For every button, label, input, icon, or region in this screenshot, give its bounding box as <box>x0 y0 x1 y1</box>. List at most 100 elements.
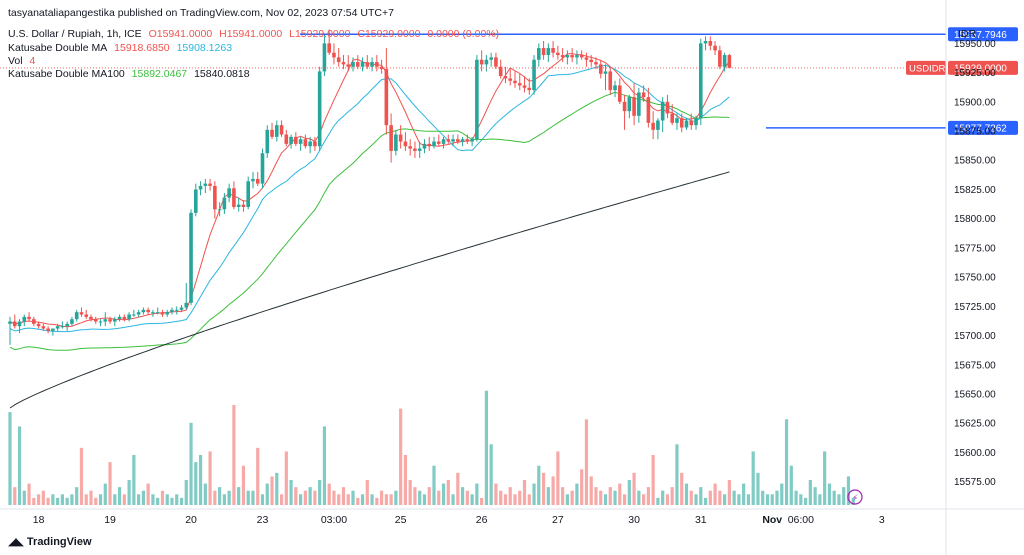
volume-bar <box>637 490 641 505</box>
candle-body <box>132 314 136 316</box>
volume-bar <box>413 487 417 505</box>
volume-bar <box>475 483 479 505</box>
y-tick-label: 15725.00 <box>954 302 996 313</box>
volume-bar <box>718 490 722 505</box>
candle-body <box>360 62 365 67</box>
x-tick-label: 20 <box>185 514 197 526</box>
volume-bar <box>465 490 469 505</box>
volume-bar <box>84 494 88 505</box>
candle-body <box>575 55 579 58</box>
candle-body <box>427 143 432 147</box>
candle-body <box>617 85 622 102</box>
ma100-legend: Katusabe Double MA100 15892.0467 15840.0… <box>8 68 250 80</box>
candle-body <box>503 76 508 79</box>
candle-body <box>32 319 36 324</box>
candle-body <box>432 141 436 147</box>
volume-bar <box>699 487 703 505</box>
price-axis: IDR 15575.00 15600.00 15625.00 15650.00 15675… <box>945 0 996 555</box>
y-tick-label: 15650.00 <box>954 389 996 400</box>
candle-body <box>27 316 31 320</box>
volume-bar <box>527 494 531 505</box>
candle-body <box>22 316 27 322</box>
candle-body <box>227 188 231 198</box>
volume-bar <box>117 487 122 505</box>
volume-bar <box>684 483 689 505</box>
volume-bar <box>737 494 741 505</box>
volume-bar <box>294 487 298 505</box>
x-tick-label: 26 <box>476 514 488 526</box>
volume-bar <box>213 490 217 505</box>
volume-bar <box>384 494 388 505</box>
horizontal-lines: 15957.7946 15877.7262 USDIDR 15929.0000 ⚡ <box>0 27 1018 505</box>
volume-bar <box>36 494 41 505</box>
candle-body <box>341 62 346 65</box>
candle-body <box>584 57 589 60</box>
candle-body <box>470 139 474 142</box>
candle-body <box>494 57 498 67</box>
candle-body <box>522 85 527 88</box>
candle-body <box>74 312 79 320</box>
candle-body <box>589 59 594 63</box>
volume-bar <box>270 476 274 505</box>
candle-body <box>313 141 317 147</box>
x-tick-label: 23 <box>257 514 269 526</box>
volume-bar <box>456 472 460 505</box>
volume-bar <box>813 487 817 505</box>
volume-bar <box>823 451 827 505</box>
volume-bar <box>427 487 431 505</box>
volume-bar <box>732 490 736 505</box>
x-tick-label: 30 <box>628 514 640 526</box>
candle-body <box>556 52 560 56</box>
candle-body <box>517 83 522 86</box>
volume-bar <box>780 483 784 505</box>
volume-bar <box>580 469 584 505</box>
candle-body <box>103 319 108 322</box>
candle-body <box>679 118 684 128</box>
volume-bar <box>522 480 527 505</box>
candle-body <box>384 69 389 126</box>
symbol-legend: U.S. Dollar / Rupiah, 1h, ICE O15941.000… <box>8 28 503 40</box>
volume-bar <box>89 490 93 505</box>
volume-bar <box>370 494 374 505</box>
candle-body <box>370 62 374 67</box>
volume-bar <box>222 494 226 505</box>
candle-body <box>560 55 565 58</box>
volume-bar <box>379 490 384 505</box>
y-tick-label: 15575.00 <box>954 477 996 488</box>
candle-body <box>322 43 327 72</box>
candle-body <box>722 55 727 67</box>
volume-bar <box>308 487 312 505</box>
volume-bar <box>584 419 589 505</box>
volume-bar <box>842 487 846 505</box>
lightning-icon <box>847 489 863 505</box>
candle-body <box>351 62 355 67</box>
candle-body <box>465 139 470 142</box>
volume-bar <box>441 483 446 505</box>
candle-body <box>665 101 670 114</box>
volume-bar <box>532 483 536 505</box>
candle-body <box>608 71 613 91</box>
volume-bar <box>765 494 770 505</box>
y-tick-label: 15950.00 <box>954 39 996 50</box>
candle-body <box>532 59 536 91</box>
candle-body <box>46 328 50 331</box>
volume-bar <box>327 483 331 505</box>
volume-bar <box>79 447 84 505</box>
volume-bar <box>156 497 160 505</box>
candle-body <box>446 139 451 142</box>
candle-body <box>332 52 336 58</box>
volume-bar <box>589 476 593 505</box>
time-axis: 18 19 20 23 03:00 25 26 27 30 31 Nov 06:00 3 <box>0 508 1024 526</box>
price-tag-label: 15877.7262 <box>954 123 1007 134</box>
candle-body <box>375 62 379 67</box>
x-tick-label: 27 <box>552 514 564 526</box>
last-price-tag-bg <box>948 60 1018 75</box>
volume-bar <box>803 497 808 505</box>
candle-body <box>151 312 155 314</box>
volume-bar <box>260 494 265 505</box>
candle-body <box>456 139 460 142</box>
candle-body <box>684 120 689 128</box>
volume-bar <box>632 472 636 505</box>
volume-bar <box>132 455 136 505</box>
